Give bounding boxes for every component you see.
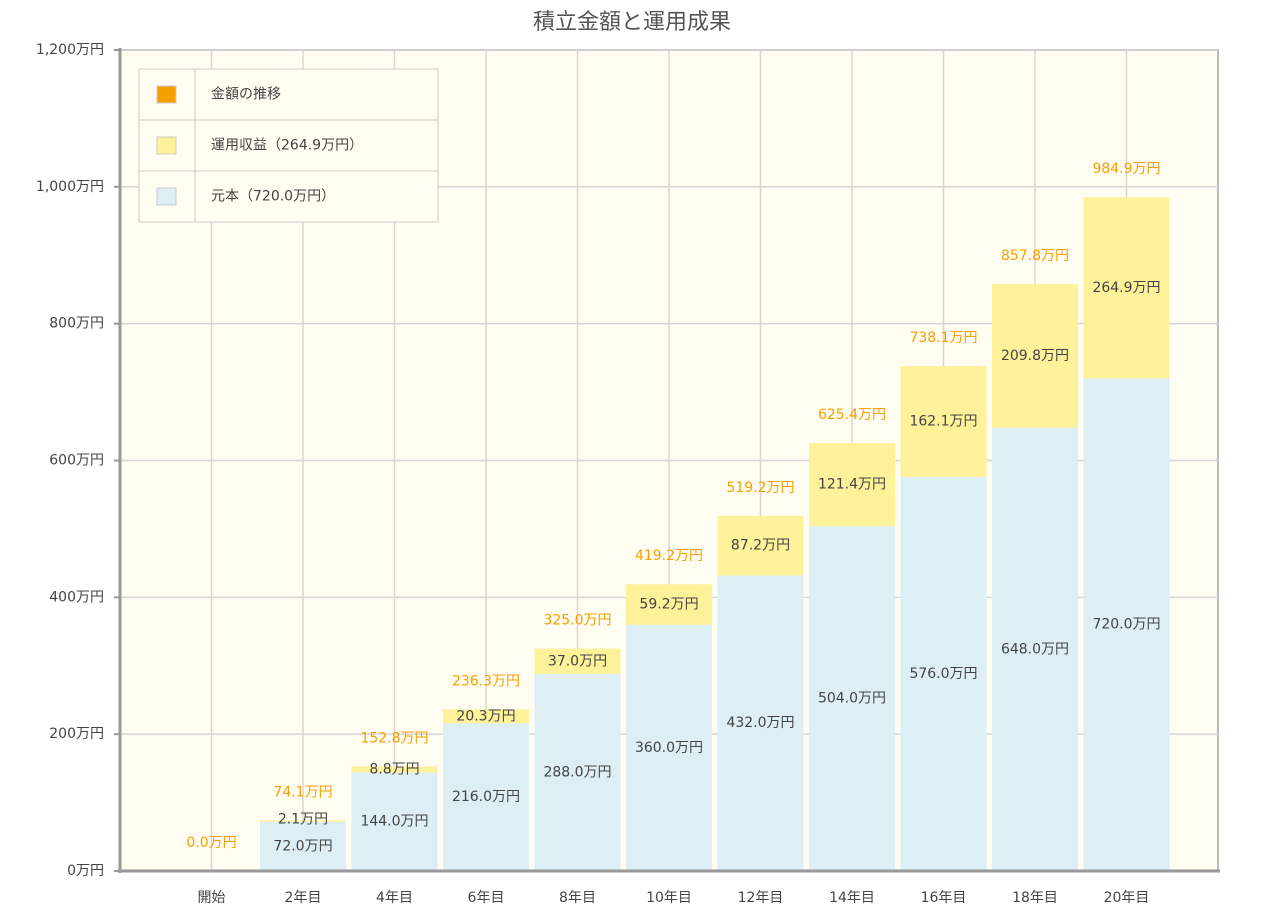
- data-label: 2.1万円: [278, 812, 328, 828]
- data-label: 209.8万円: [1001, 348, 1069, 364]
- bar-segment: [351, 772, 438, 871]
- legend-swatch: [156, 85, 177, 104]
- legend-label: 元本（720.0万円）: [211, 189, 335, 205]
- data-label: 162.1万円: [909, 413, 977, 429]
- x-tick-label: 16年目: [921, 890, 967, 906]
- data-label: 121.4万円: [818, 477, 886, 493]
- x-tick-label: 2年目: [285, 890, 322, 906]
- data-label: 504.0万円: [818, 691, 886, 707]
- data-label: 648.0万円: [1001, 641, 1069, 657]
- y-tick-label: 400万円: [49, 589, 104, 605]
- data-label: 576.0万円: [909, 666, 977, 682]
- bar-segment: [534, 648, 621, 674]
- bar-segment: [259, 821, 347, 871]
- bar-segment: [900, 476, 987, 871]
- legend-label: 運用収益（264.9万円）: [211, 138, 363, 154]
- total-label: 625.4万円: [818, 407, 886, 423]
- data-label: 216.0万円: [452, 789, 520, 805]
- data-label: 8.8万円: [369, 761, 419, 777]
- data-label: 59.2万円: [639, 596, 698, 612]
- chart-title: 積立金額と運用成果: [533, 10, 731, 35]
- x-tick-label: 4年目: [376, 890, 413, 906]
- y-tick-label: 0万円: [67, 863, 104, 879]
- y-tick-label: 1,200万円: [36, 42, 104, 58]
- bar-segment: [1083, 378, 1170, 871]
- bar-segment: [351, 766, 438, 773]
- total-label: 857.8万円: [1001, 248, 1069, 264]
- data-label: 72.0万円: [273, 838, 332, 854]
- bar-segment: [625, 624, 713, 871]
- bar-segment: [717, 515, 804, 576]
- data-label: 720.0万円: [1092, 617, 1160, 633]
- bar-segment: [717, 575, 804, 871]
- bar-segment: [442, 709, 530, 724]
- total-label: 519.2万円: [726, 480, 794, 496]
- total-label: 152.8万円: [360, 730, 428, 746]
- y-tick-label: 600万円: [49, 453, 104, 469]
- data-label: 144.0万円: [360, 814, 428, 830]
- bar-segment: [534, 673, 621, 871]
- bar-segment: [808, 526, 896, 871]
- x-tick-label: 14年目: [829, 890, 875, 906]
- bar-segment: [442, 723, 530, 871]
- legend-box: [138, 68, 439, 223]
- x-tick-label: 12年目: [738, 890, 784, 906]
- total-label: 74.1万円: [273, 784, 332, 800]
- bar-segment: [808, 443, 896, 527]
- data-label: 360.0万円: [635, 740, 703, 756]
- bar-segment: [1083, 197, 1170, 379]
- data-label: 432.0万円: [726, 715, 794, 731]
- total-label: 0.0万円: [186, 835, 236, 851]
- legend-label: 金額の推移: [211, 87, 281, 103]
- x-tick-label: 開始: [198, 890, 226, 906]
- x-tick-label: 20年目: [1104, 890, 1150, 906]
- y-tick-label: 1,000万円: [36, 179, 104, 195]
- total-label: 419.2万円: [635, 548, 703, 564]
- x-tick-label: 10年目: [646, 890, 692, 906]
- bar-segment: [991, 284, 1079, 428]
- x-tick-label: 6年目: [468, 890, 505, 906]
- data-label: 37.0万円: [548, 653, 607, 669]
- y-tick-label: 800万円: [49, 316, 104, 332]
- bar-segment: [259, 820, 347, 822]
- data-label: 87.2万円: [731, 538, 790, 554]
- y-tick-label: 200万円: [49, 726, 104, 742]
- data-label: 264.9万円: [1092, 280, 1160, 296]
- legend-swatch: [156, 187, 177, 206]
- total-label: 984.9万円: [1092, 161, 1160, 177]
- total-label: 236.3万円: [452, 673, 520, 689]
- bar-segment: [900, 366, 987, 477]
- data-label: 288.0万円: [543, 764, 611, 780]
- total-label: 738.1万円: [909, 330, 977, 346]
- x-tick-label: 8年目: [559, 890, 596, 906]
- legend-swatch: [156, 136, 177, 155]
- bar-segment: [991, 427, 1079, 871]
- bar-segment: [625, 584, 713, 625]
- x-tick-label: 18年目: [1012, 890, 1058, 906]
- total-label: 325.0万円: [543, 613, 611, 629]
- data-label: 20.3万円: [456, 708, 515, 724]
